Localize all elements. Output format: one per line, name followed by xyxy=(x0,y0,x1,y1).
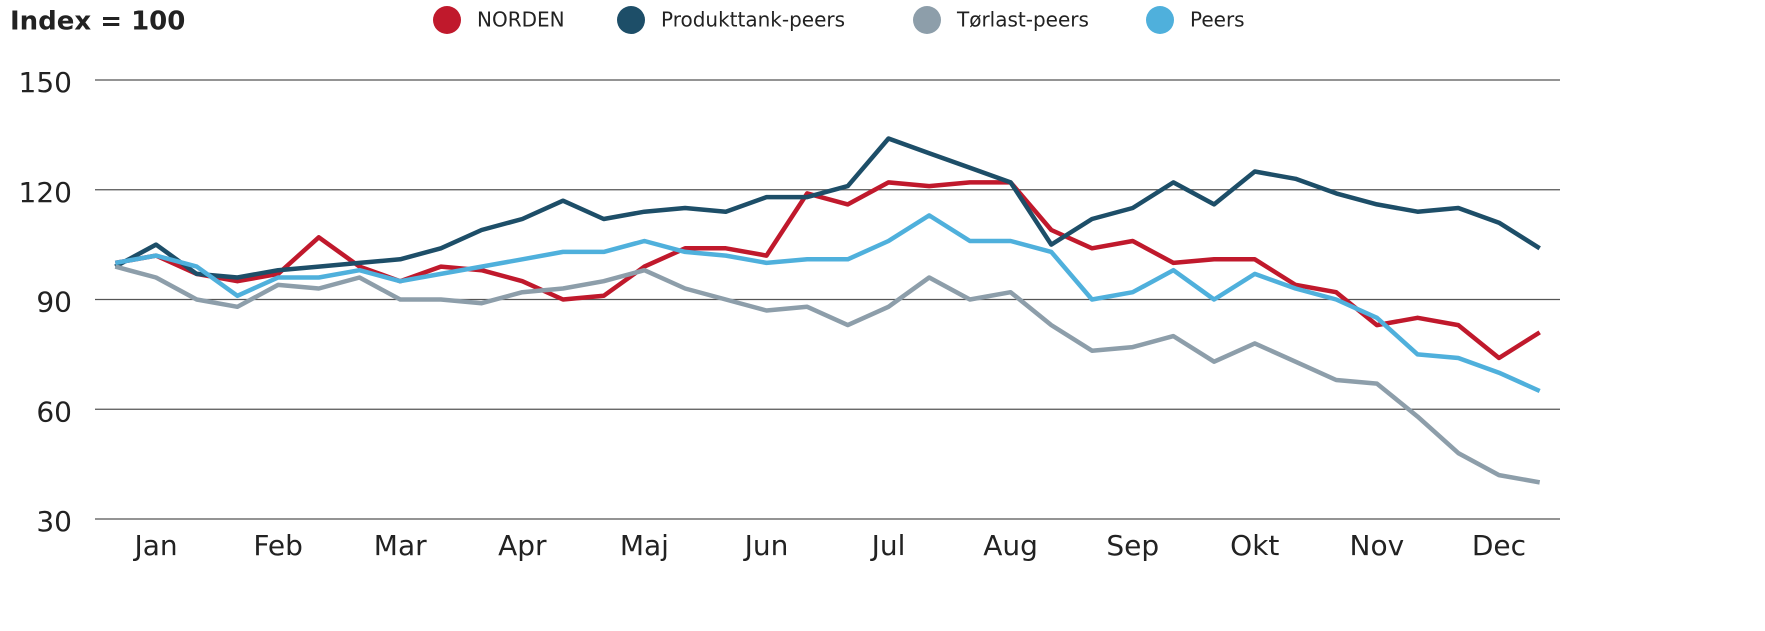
x-tick-label: Okt xyxy=(1230,529,1279,562)
x-tick-label: Nov xyxy=(1350,529,1405,562)
x-tick-label: Dec xyxy=(1472,529,1526,562)
series-line xyxy=(114,136,1541,280)
legend-label: Produkttank-peers xyxy=(661,8,845,32)
series-line xyxy=(114,180,1541,361)
y-tick-label: 90 xyxy=(36,286,72,319)
y-tick-label: 150 xyxy=(19,66,72,99)
legend-label: Tørlast-peers xyxy=(956,8,1089,32)
x-tick-label: Apr xyxy=(498,529,547,562)
legend-marker xyxy=(913,6,941,34)
x-tick-label: Maj xyxy=(620,529,669,562)
x-tick-label: Jul xyxy=(870,529,906,562)
y-tick-label: 120 xyxy=(19,176,72,209)
x-tick-label: Feb xyxy=(253,529,303,562)
legend-marker xyxy=(617,6,645,34)
x-tick-label: Aug xyxy=(983,529,1038,562)
x-tick-label: Sep xyxy=(1106,529,1159,562)
series-line xyxy=(114,213,1541,394)
y-tick-label: 30 xyxy=(36,505,72,538)
legend-marker xyxy=(433,6,461,34)
x-tick-label: Mar xyxy=(374,529,427,562)
legend-marker xyxy=(1146,6,1174,34)
legend-label: Peers xyxy=(1190,8,1245,32)
series-line xyxy=(114,264,1541,485)
y-tick-label: 60 xyxy=(36,395,72,428)
chart-title: Index = 100 xyxy=(10,7,185,37)
x-tick-label: Jun xyxy=(743,529,789,562)
x-tick-label: Jan xyxy=(132,529,177,562)
legend-label: NORDEN xyxy=(477,8,565,32)
